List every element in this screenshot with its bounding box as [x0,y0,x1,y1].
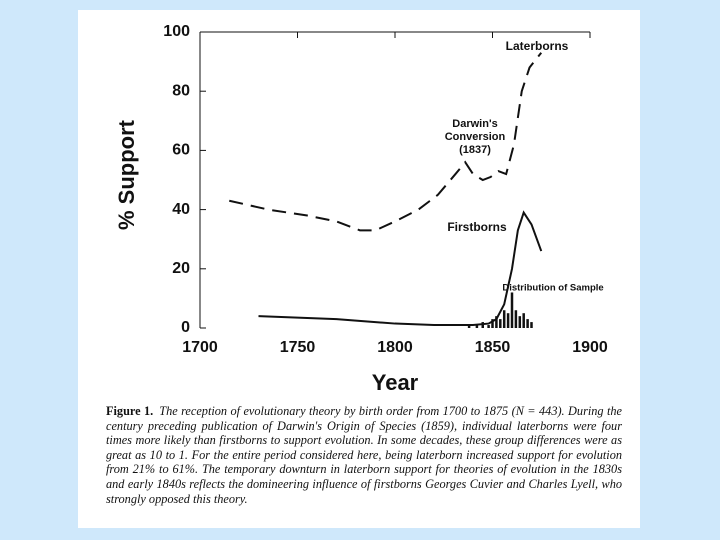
x-tick-label: 1750 [280,339,316,356]
caption-label: Figure 1. [106,404,154,418]
series-line [229,52,543,232]
x-tick-label: 1800 [377,339,413,356]
y-tick-label: 20 [172,260,190,277]
x-tick-label: 1850 [475,339,511,356]
series-label: Laterborns [506,39,569,53]
figure-caption: Figure 1. The reception of evolutionary t… [106,404,622,506]
annotation: Darwin's Conversion (1837) [444,118,506,156]
series-line [258,210,543,327]
y-tick-label: 60 [172,142,190,159]
caption-text: The reception of evolutionary theory by … [106,404,622,506]
y-axis-label: % Support [114,119,139,230]
series-label: Firstborns [447,220,507,234]
y-tick-label: 40 [172,201,190,218]
y-tick-label: 80 [172,82,190,99]
slide-panel [78,10,640,528]
y-tick-label: 0 [181,319,190,336]
y-tick-label: 100 [163,23,190,40]
x-tick-label: 1900 [572,339,608,356]
x-tick-label: 1700 [182,339,218,356]
series-label: Distribution of Sample [502,283,603,294]
x-axis-label: Year [372,370,419,395]
